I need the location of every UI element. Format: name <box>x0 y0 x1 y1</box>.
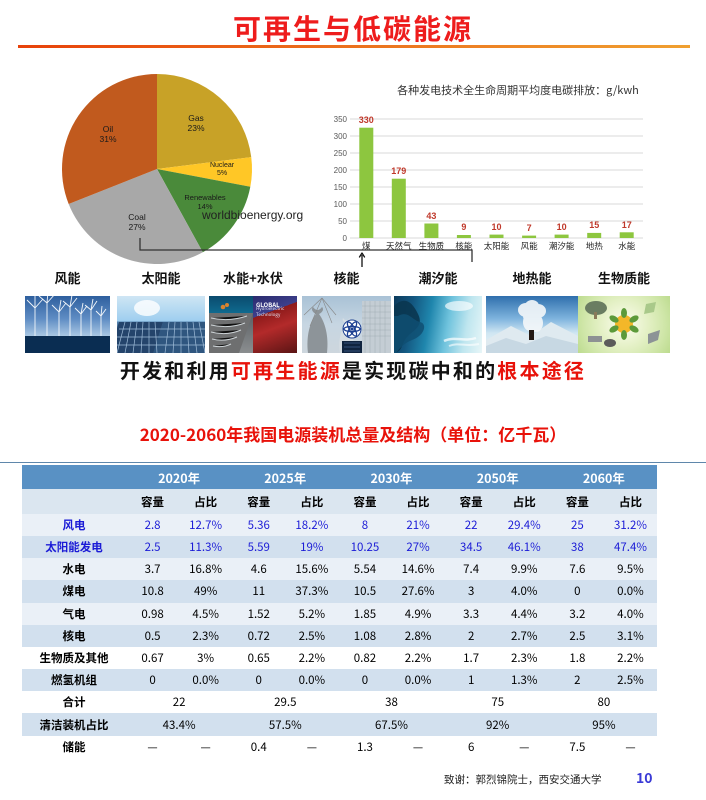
svg-text:23%: 23% <box>187 123 204 133</box>
svg-text:10: 10 <box>491 222 501 232</box>
svg-text:Nuclear: Nuclear <box>210 162 235 169</box>
svg-text:150: 150 <box>334 183 348 192</box>
svg-text:9: 9 <box>461 222 466 232</box>
svg-text:50: 50 <box>338 217 347 226</box>
svg-text:Renewables: Renewables <box>184 193 226 202</box>
svg-text:27%: 27% <box>128 222 145 232</box>
svg-text:250: 250 <box>334 149 348 158</box>
svg-text:7: 7 <box>527 223 532 233</box>
svg-text:Oil: Oil <box>103 124 114 134</box>
svg-text:Gas: Gas <box>188 113 204 123</box>
svg-text:10: 10 <box>557 222 567 232</box>
svg-text:100: 100 <box>334 200 348 209</box>
svg-text:179: 179 <box>391 166 406 176</box>
svg-text:43: 43 <box>426 211 436 221</box>
svg-text:5%: 5% <box>217 170 227 177</box>
svg-text:31%: 31% <box>99 134 116 144</box>
svg-text:17: 17 <box>622 220 632 230</box>
svg-text:330: 330 <box>359 115 374 125</box>
svg-text:Coal: Coal <box>128 212 146 222</box>
svg-text:15: 15 <box>589 220 599 230</box>
svg-text:200: 200 <box>334 166 348 175</box>
svg-text:350: 350 <box>334 115 348 124</box>
svg-text:300: 300 <box>334 132 348 141</box>
